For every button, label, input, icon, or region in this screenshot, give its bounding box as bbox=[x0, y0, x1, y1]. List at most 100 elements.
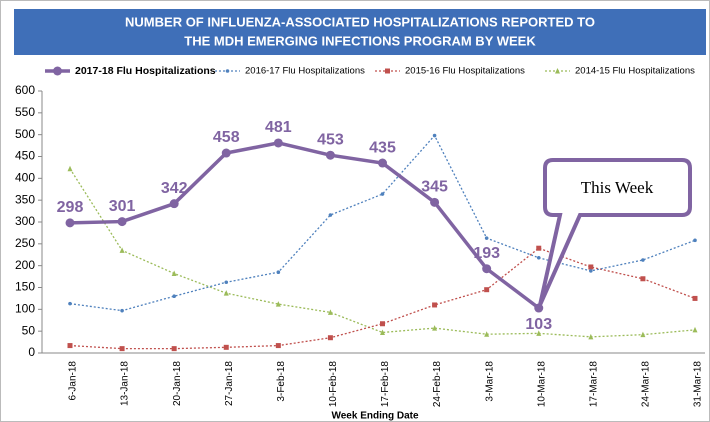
point bbox=[380, 321, 385, 327]
point bbox=[385, 68, 390, 74]
y-tick-label: 450 bbox=[15, 149, 35, 163]
point bbox=[692, 295, 698, 301]
point bbox=[327, 309, 333, 315]
x-tick-label: 3-Mar-18 bbox=[484, 361, 495, 402]
annotation: This Week bbox=[581, 178, 654, 197]
y-tick-label: 500 bbox=[15, 127, 35, 141]
point bbox=[53, 66, 62, 76]
legend-label: 2017-18 Flu Hospitalizations bbox=[75, 65, 216, 77]
x-tick-label: 24-Feb-18 bbox=[432, 361, 443, 408]
x-tick-label: 3-Feb-18 bbox=[276, 361, 287, 402]
data-label: 298 bbox=[57, 199, 84, 216]
point bbox=[380, 329, 385, 335]
y-tick-label: 350 bbox=[15, 192, 35, 206]
point bbox=[67, 165, 73, 172]
point bbox=[693, 238, 697, 243]
point bbox=[482, 264, 492, 274]
point bbox=[534, 303, 544, 313]
data-label: 481 bbox=[265, 119, 292, 136]
point bbox=[555, 68, 560, 74]
point bbox=[273, 138, 283, 148]
point bbox=[641, 258, 645, 262]
point bbox=[275, 301, 281, 307]
point bbox=[430, 197, 440, 207]
data-label: 342 bbox=[161, 180, 188, 197]
data-label: 301 bbox=[109, 198, 136, 215]
legend-label: 2014-15 Flu Hospitalizations bbox=[575, 66, 695, 77]
data-label: 435 bbox=[369, 139, 396, 156]
point bbox=[223, 344, 229, 350]
data-label: 103 bbox=[525, 316, 552, 333]
chart-title: NUMBER OF INFLUENZA-ASSOCIATED HOSPITALI… bbox=[125, 14, 595, 29]
point bbox=[536, 256, 541, 260]
point bbox=[65, 218, 75, 228]
x-tick-label: 24-Mar-18 bbox=[641, 361, 652, 408]
point bbox=[224, 280, 229, 285]
y-tick-label: 100 bbox=[15, 302, 35, 316]
x-tick-label: 17-Mar-18 bbox=[588, 361, 599, 408]
point bbox=[588, 264, 594, 270]
point bbox=[380, 192, 385, 196]
y-tick-label: 200 bbox=[15, 258, 35, 272]
point bbox=[171, 346, 177, 352]
point bbox=[225, 69, 230, 73]
data-label: 453 bbox=[317, 131, 344, 148]
point bbox=[120, 308, 124, 313]
x-tick-label: 13-Jan-18 bbox=[120, 361, 131, 406]
point bbox=[484, 331, 490, 337]
point bbox=[221, 148, 231, 158]
legend-label: 2016-17 Flu Hospitalizations bbox=[245, 66, 365, 77]
point bbox=[432, 302, 438, 308]
point bbox=[640, 276, 646, 282]
point bbox=[432, 325, 438, 331]
point bbox=[432, 133, 437, 138]
x-tick-label: 17-Feb-18 bbox=[380, 361, 391, 408]
y-tick-label: 150 bbox=[15, 280, 35, 294]
point bbox=[378, 158, 387, 168]
legend-label: 2015-16 Flu Hospitalizations bbox=[405, 66, 525, 77]
y-tick-label: 50 bbox=[22, 323, 36, 337]
x-tick-label: 10-Feb-18 bbox=[328, 361, 339, 408]
x-tick-label: 10-Mar-18 bbox=[536, 361, 547, 408]
point bbox=[169, 199, 179, 209]
point bbox=[223, 290, 229, 296]
data-label: 345 bbox=[421, 179, 448, 196]
point bbox=[275, 343, 281, 349]
y-tick-label: 550 bbox=[15, 105, 35, 119]
point bbox=[640, 331, 646, 338]
point bbox=[119, 247, 125, 253]
point bbox=[171, 270, 177, 277]
y-tick-label: 400 bbox=[15, 171, 35, 185]
point bbox=[484, 287, 490, 293]
x-axis-label: Week Ending Date bbox=[331, 411, 418, 422]
point bbox=[68, 301, 72, 306]
y-tick-label: 600 bbox=[15, 83, 35, 97]
y-tick-label: 0 bbox=[28, 345, 35, 359]
point bbox=[117, 217, 127, 227]
point bbox=[588, 333, 594, 340]
data-label: 458 bbox=[213, 129, 240, 146]
point bbox=[276, 270, 281, 275]
point bbox=[172, 294, 176, 299]
point bbox=[325, 150, 335, 160]
chart-title: THE MDH EMERGING INFECTIONS PROGRAM BY W… bbox=[184, 33, 536, 48]
point bbox=[692, 326, 698, 333]
point bbox=[327, 335, 333, 341]
y-tick-label: 300 bbox=[15, 214, 35, 228]
x-tick-label: 31-Mar-18 bbox=[693, 361, 704, 408]
data-label: 193 bbox=[473, 245, 500, 262]
point bbox=[119, 346, 125, 352]
point bbox=[589, 269, 593, 273]
title-banner bbox=[14, 9, 706, 55]
point bbox=[484, 236, 489, 240]
point bbox=[328, 213, 333, 217]
point bbox=[67, 343, 73, 349]
x-tick-label: 20-Jan-18 bbox=[172, 361, 183, 406]
x-tick-label: 6-Jan-18 bbox=[68, 361, 79, 401]
point bbox=[536, 330, 542, 336]
point bbox=[536, 245, 542, 251]
series-line bbox=[69, 141, 540, 310]
x-tick-label: 27-Jan-18 bbox=[224, 361, 235, 406]
callout bbox=[538, 158, 692, 306]
